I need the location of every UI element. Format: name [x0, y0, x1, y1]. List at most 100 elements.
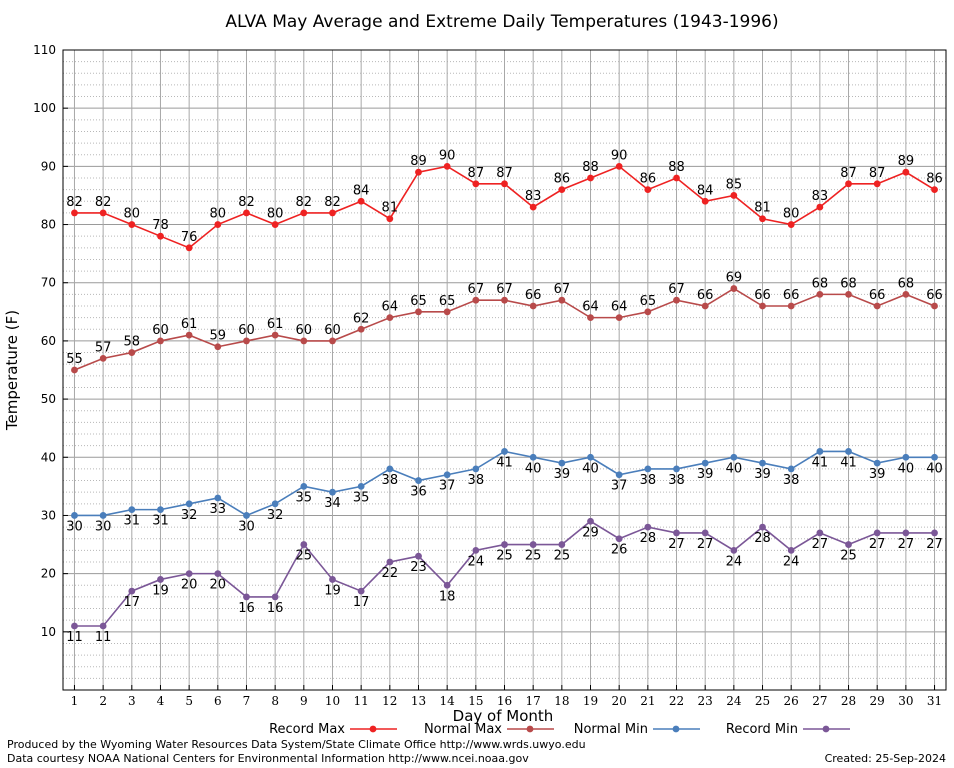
data-label-record-min: 20: [181, 578, 198, 593]
data-label-normal-max: 67: [668, 282, 685, 297]
data-point-normal-min: [816, 448, 824, 455]
data-label-record-min: 27: [869, 537, 886, 552]
data-label-record-max: 82: [238, 195, 255, 210]
x-tick-label: 20: [612, 694, 627, 708]
data-label-record-min: 11: [95, 630, 112, 645]
x-tick-label: 6: [214, 694, 222, 708]
data-label-record-min: 20: [210, 578, 227, 593]
y-tick-label: 80: [41, 218, 56, 232]
data-point-record-max: [271, 221, 279, 228]
x-tick-label: 29: [870, 694, 885, 708]
data-label-normal-max: 55: [66, 352, 83, 367]
series: 82 82 80 78 76 80 82 80 82 82 84 81 89 90 87 87 83 86 88 90…: [66, 148, 943, 645]
data-label-normal-max: 67: [554, 282, 571, 297]
data-point-record-max: [185, 244, 193, 252]
data-label-record-min: 25: [496, 549, 513, 564]
y-tick-label: 70: [41, 276, 56, 290]
data-label-normal-min: 35: [296, 490, 313, 505]
data-point-normal-max: [71, 366, 78, 374]
x-tick-label: 31: [927, 694, 942, 708]
legend-marker-normal-min: [672, 725, 680, 733]
data-point-normal-max: [529, 302, 537, 310]
x-tick-label: 17: [526, 694, 541, 708]
data-point-normal-max: [558, 296, 566, 304]
footer-created: Created: 25-Sep-2024: [825, 752, 946, 765]
data-point-normal-max: [386, 314, 394, 322]
data-point-record-max: [415, 168, 422, 176]
data-point-normal-min: [615, 471, 623, 479]
data-point-normal-min: [329, 488, 336, 496]
data-point-record-max: [558, 186, 566, 194]
x-tick-label: 10: [325, 694, 340, 708]
data-point-normal-max: [357, 325, 365, 333]
data-label-normal-min: 38: [382, 473, 399, 488]
y-tick-label: 30: [41, 508, 56, 522]
data-point-normal-max: [214, 343, 222, 351]
data-label-normal-max: 64: [611, 300, 628, 315]
legend-label-record-max: Record Max: [269, 722, 345, 737]
data-label-record-min: 25: [296, 549, 313, 564]
data-point-record-min: [185, 570, 193, 578]
data-label-record-max: 82: [66, 195, 83, 210]
data-label-normal-max: 68: [840, 276, 857, 291]
data-point-normal-max: [730, 285, 738, 292]
data-label-normal-min: 40: [726, 461, 743, 476]
data-point-record-min: [71, 622, 78, 630]
data-label-normal-max: 68: [812, 276, 829, 291]
x-tick-label: 15: [468, 694, 483, 708]
data-label-record-min: 25: [525, 549, 542, 564]
data-label-normal-min: 31: [124, 514, 141, 529]
y-tick-label: 50: [41, 392, 56, 406]
data-point-record-min: [157, 576, 164, 583]
data-label-normal-max: 65: [410, 294, 427, 309]
data-label-record-max: 87: [496, 166, 513, 181]
grid: [63, 50, 946, 690]
data-point-normal-min: [558, 459, 566, 467]
y-tick-label: 110: [33, 43, 56, 57]
data-point-record-min: [443, 581, 451, 589]
data-label-record-max: 87: [468, 166, 485, 181]
data-point-normal-min: [157, 506, 164, 514]
data-label-normal-max: 66: [754, 288, 771, 303]
data-point-normal-max: [873, 302, 881, 310]
data-label-normal-min: 40: [525, 461, 542, 476]
data-label-record-min: 25: [840, 549, 857, 564]
footer-data-courtesy: Data courtesy NOAA National Centers for …: [7, 752, 529, 765]
data-label-record-min: 24: [783, 554, 800, 569]
data-point-record-max: [128, 221, 136, 228]
data-point-record-max: [472, 180, 480, 188]
data-point-record-min: [501, 541, 508, 548]
data-label-record-max: 82: [324, 195, 341, 210]
data-point-record-max: [214, 221, 222, 228]
data-point-normal-min: [701, 459, 709, 467]
x-tick-label: 2: [99, 694, 107, 708]
data-point-record-min: [271, 593, 279, 601]
data-label-record-max: 84: [697, 183, 714, 198]
x-tick-label: 1: [71, 694, 79, 708]
data-label-record-min: 27: [926, 537, 943, 552]
data-point-record-max: [701, 197, 709, 205]
data-point-record-max: [529, 203, 537, 211]
x-tick-label: 27: [812, 694, 827, 708]
data-label-record-min: 17: [353, 595, 370, 610]
data-label-normal-min: 40: [898, 461, 915, 476]
data-point-normal-min: [214, 494, 222, 502]
data-point-normal-max: [99, 354, 107, 362]
legend: Record Max Normal Max Normal Min Record Min: [269, 722, 850, 737]
series-normal-max: 55 57 58 60 61 59 60 61 60 60 62 64 65 65 67 67 66 67 64 64…: [66, 271, 943, 374]
data-label-normal-max: 61: [267, 317, 284, 332]
legend-label-normal-min: Normal Min: [574, 722, 648, 737]
data-point-normal-min: [529, 453, 537, 461]
data-point-normal-min: [243, 512, 250, 519]
x-tick-label: 26: [784, 694, 799, 708]
data-label-normal-max: 61: [181, 317, 198, 332]
x-tick-label: 12: [382, 694, 397, 708]
data-point-record-max: [845, 180, 852, 188]
data-point-normal-max: [902, 290, 910, 298]
y-tick-label: 100: [33, 101, 56, 115]
data-point-normal-min: [472, 465, 480, 473]
data-label-record-max: 87: [869, 166, 886, 181]
data-point-normal-min: [587, 453, 594, 461]
data-point-record-max: [357, 197, 365, 205]
